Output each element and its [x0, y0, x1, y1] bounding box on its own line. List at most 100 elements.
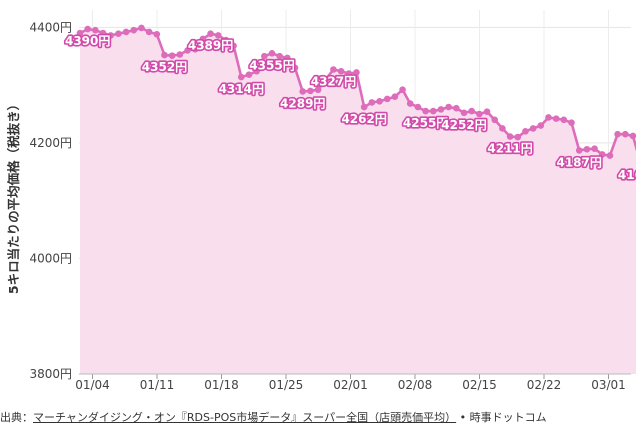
data-label: 4390円: [65, 34, 110, 48]
data-point: [591, 145, 598, 152]
data-point: [268, 50, 276, 57]
data-point: [383, 95, 391, 103]
data-point: [222, 36, 230, 44]
data-label: 4262円: [341, 112, 386, 126]
data-point: [76, 29, 84, 37]
data-point: [399, 86, 406, 94]
data-label: 4289円: [280, 96, 325, 110]
data-point: [583, 145, 591, 153]
x-tick-label: 01/25: [269, 378, 304, 392]
data-point: [176, 51, 184, 58]
data-point: [199, 35, 207, 43]
data-point: [406, 100, 414, 107]
data-point: [606, 152, 614, 159]
x-tick-label: 01/04: [75, 378, 110, 392]
x-axis: 01/04 01/11 01/18 01/25 02/01 02/08 02/15 02/22…: [75, 373, 631, 392]
data-label: 4314円: [219, 82, 264, 96]
data-point: [529, 125, 537, 132]
data-point: [130, 26, 138, 34]
x-tick-label: 01/18: [204, 378, 239, 392]
data-point: [514, 133, 522, 141]
data-point: [483, 108, 491, 115]
y-tick-label: 4200円: [29, 136, 72, 150]
data-point: [437, 106, 445, 113]
data-point: [621, 130, 629, 138]
x-tick-label: 01/11: [140, 378, 175, 392]
data-point: [445, 103, 452, 111]
data-point: [368, 99, 376, 106]
data-point: [491, 116, 499, 124]
data-point: [245, 71, 253, 79]
data-point: [568, 119, 575, 126]
data-point: [545, 114, 552, 121]
x-tick-label: 02/01: [333, 378, 368, 392]
y-axis: 3800円 4000円 4200円 4400円: [29, 20, 72, 381]
data-point: [161, 51, 168, 59]
x-tick-label: 03/01: [591, 378, 626, 392]
data-label: 4355円: [249, 58, 294, 72]
data-point: [115, 30, 122, 37]
data-point: [307, 87, 314, 95]
data-point: [153, 30, 161, 38]
point-layer: [76, 24, 636, 159]
data-point: [506, 133, 514, 140]
data-point: [184, 47, 191, 54]
data-label: 4252円: [441, 118, 486, 132]
data-point: [552, 115, 560, 122]
data-point: [138, 24, 145, 32]
data-point: [345, 70, 353, 77]
data-point: [322, 76, 330, 83]
x-tick-label: 02/08: [398, 378, 433, 392]
data-point: [299, 88, 307, 95]
source-credit: 出典：マーチャンダイジング・オン『RDS-POS市場データ』スーパー全国（店頭売…: [0, 409, 547, 425]
data-point: [414, 103, 422, 111]
data-point: [360, 103, 368, 111]
data-point: [92, 26, 99, 34]
data-point: [84, 25, 91, 33]
data-point: [122, 28, 130, 36]
data-point: [145, 28, 153, 36]
data-point: [237, 73, 245, 81]
data-point: [337, 67, 345, 75]
data-point: [330, 66, 337, 73]
data-point: [460, 109, 468, 117]
data-point: [376, 97, 383, 105]
area-fill: [80, 27, 636, 374]
source-prefix: 出典：: [0, 411, 33, 424]
data-point: [391, 93, 399, 100]
data-point: [575, 147, 583, 154]
data-point: [353, 69, 360, 76]
data-point: [522, 128, 529, 135]
data-point: [168, 52, 176, 59]
data-point: [276, 52, 283, 60]
data-point: [453, 104, 460, 112]
data-label: 4327円: [311, 75, 356, 89]
data-point: [261, 52, 268, 60]
data-label: 4187円: [556, 155, 601, 169]
x-tick-label: 02/22: [527, 378, 562, 392]
data-label: 4352円: [142, 60, 187, 74]
data-label: 4389円: [188, 39, 233, 53]
data-point: [422, 107, 429, 115]
source-link[interactable]: マーチャンダイジング・オン『RDS-POS市場データ』スーパー全国（店頭売価平均…: [33, 411, 457, 424]
data-point: [598, 151, 606, 158]
data-point: [537, 122, 545, 129]
data-point: [230, 42, 237, 50]
data-label: 4255円: [403, 116, 448, 130]
data-point: [207, 30, 214, 37]
data-point: [99, 29, 107, 37]
data-point: [191, 45, 199, 53]
y-tick-label: 4000円: [29, 251, 72, 265]
data-point: [253, 67, 260, 75]
data-point: [614, 130, 621, 138]
data-point: [214, 32, 222, 39]
data-point: [314, 86, 322, 94]
data-point: [107, 32, 115, 39]
data-point: [429, 107, 437, 115]
data-point: [291, 64, 299, 72]
data-point: [468, 107, 475, 115]
y-tick-label: 3800円: [29, 367, 72, 381]
data-point: [560, 116, 568, 124]
